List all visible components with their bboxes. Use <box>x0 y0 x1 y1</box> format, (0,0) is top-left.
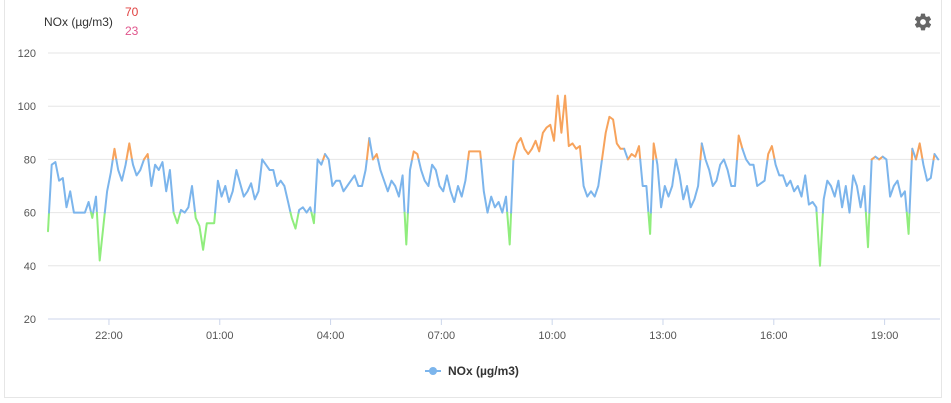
series-line-low <box>289 211 300 230</box>
y-tick-label: 40 <box>24 261 36 273</box>
stat-high-value: 70 <box>125 5 139 19</box>
series-line-normal <box>700 142 738 187</box>
series-line-normal <box>510 158 515 214</box>
series-line-high <box>372 153 379 161</box>
series-line-low <box>403 211 409 246</box>
series-line-low <box>172 211 182 225</box>
series-line-normal <box>406 158 414 214</box>
series-line-low <box>864 211 871 249</box>
series-line-high <box>915 142 924 161</box>
series-line-normal <box>649 158 655 214</box>
series-line-normal <box>179 185 197 214</box>
series-line-normal <box>147 158 175 214</box>
series-line-normal <box>417 158 470 203</box>
series-line-normal <box>773 158 818 214</box>
series-line-normal <box>921 158 935 182</box>
series-line-normal <box>48 161 93 214</box>
stat-low-value: 23 <box>125 24 139 38</box>
y-tick-label: 100 <box>18 101 36 113</box>
series-line-high <box>736 134 744 161</box>
series-line-high <box>601 115 626 161</box>
series-line-normal <box>377 158 406 214</box>
series-line-low <box>194 211 217 251</box>
series-line-high <box>626 145 642 161</box>
chart-header-title: NOx (µg/m3) <box>44 15 113 29</box>
series-line-normal <box>297 206 313 214</box>
x-tick-label: 22:00 <box>95 330 123 342</box>
series-line-normal <box>933 153 940 161</box>
series-line-normal <box>479 158 509 214</box>
chart-panel <box>4 0 942 398</box>
series-line-high <box>411 150 420 161</box>
series-line-high <box>512 94 583 161</box>
x-tick-label: 16:00 <box>760 330 788 342</box>
series-line-normal <box>868 158 873 214</box>
series-line-normal <box>131 158 145 177</box>
x-tick-label: 01:00 <box>206 330 234 342</box>
x-tick-label: 04:00 <box>317 330 345 342</box>
series-line-normal <box>580 158 603 198</box>
series-line-low <box>647 211 652 235</box>
series-line-normal <box>655 158 702 209</box>
series-line-low <box>815 211 824 267</box>
series-line-high <box>766 145 776 161</box>
series-line-high <box>365 137 371 161</box>
series-line-high <box>143 153 150 161</box>
series-line-low <box>310 211 316 225</box>
gear-icon[interactable] <box>913 12 933 32</box>
y-tick-label: 120 <box>18 48 36 60</box>
x-tick-label: 19:00 <box>871 330 899 342</box>
series-line-low <box>47 211 50 233</box>
y-tick-label: 60 <box>24 208 36 220</box>
series-line-low <box>90 211 95 219</box>
series-line-normal <box>313 158 325 214</box>
series-line-high <box>652 142 658 161</box>
y-tick-label: 80 <box>24 154 36 166</box>
series-line-low <box>905 211 911 235</box>
series-line-normal <box>881 155 908 214</box>
y-tick-label: 20 <box>24 314 36 326</box>
series-line-normal <box>115 158 128 182</box>
x-tick-label: 13:00 <box>649 330 677 342</box>
series-line-normal <box>741 147 769 187</box>
series-line-high <box>111 147 118 161</box>
x-tick-label: 10:00 <box>538 330 566 342</box>
series-line-normal <box>908 158 913 214</box>
legend-symbol-marker <box>429 367 437 375</box>
series-line-normal <box>214 158 292 214</box>
series-line-normal <box>368 137 374 161</box>
series-line-high <box>467 150 482 161</box>
series-line-low <box>95 211 106 262</box>
series-line-normal <box>103 158 114 214</box>
series-line-high <box>125 142 133 161</box>
series-line-normal <box>623 147 629 161</box>
series-line-low <box>506 211 513 246</box>
series-line-normal <box>639 158 650 214</box>
series-line-normal <box>821 174 867 214</box>
x-tick-label: 07:00 <box>428 330 456 342</box>
series-line-normal <box>324 153 368 193</box>
series-line-normal <box>92 195 98 214</box>
legend-item-label[interactable]: NOx (µg/m3) <box>448 364 519 378</box>
